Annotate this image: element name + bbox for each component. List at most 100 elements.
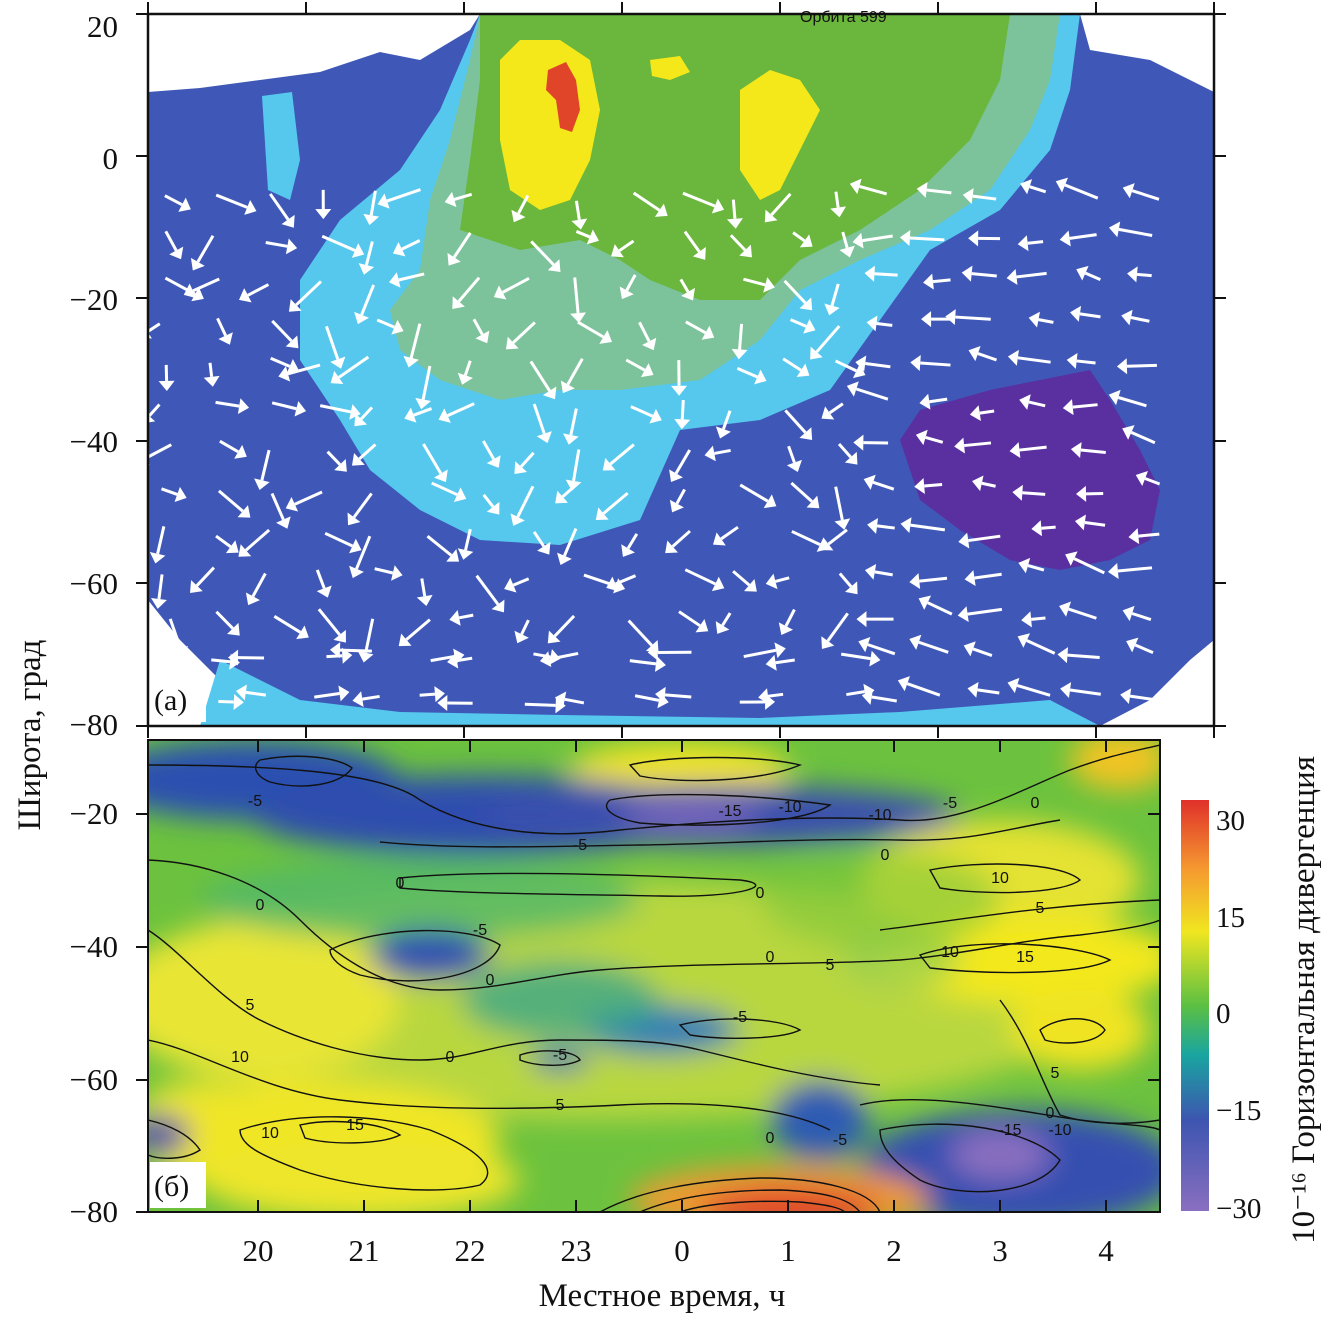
wind-vector-head — [774, 642, 786, 659]
region-yellow-spot — [650, 56, 690, 80]
wind-vector — [738, 323, 744, 350]
wind-vector — [782, 357, 802, 372]
wind-vector — [457, 276, 481, 303]
wind-vector — [421, 365, 432, 400]
wind-vector-head — [398, 633, 412, 647]
wind-vector-head — [681, 287, 695, 301]
wind-vector — [791, 530, 821, 546]
wind-vector-head — [918, 595, 932, 610]
wind-vector-head — [539, 651, 552, 667]
wind-vector — [270, 492, 285, 521]
wind-vector-head — [172, 645, 189, 658]
wind-vector-head — [954, 437, 965, 454]
wind-vector — [260, 449, 271, 481]
wind-vector — [431, 481, 458, 497]
wind-vector — [530, 240, 555, 266]
wind-vector — [532, 531, 545, 548]
wind-vector — [265, 241, 288, 248]
wind-vector-head — [654, 203, 668, 217]
wind-vector-head — [963, 641, 976, 657]
wind-vector — [714, 448, 731, 455]
wind-vector-head — [183, 283, 197, 299]
wind-vector-head — [514, 630, 529, 644]
wind-vector-head — [510, 513, 525, 526]
wind-vector-head — [437, 694, 448, 711]
wind-vector-head — [863, 474, 876, 490]
wind-vector — [1072, 403, 1098, 409]
wind-vector-head — [1121, 309, 1133, 326]
wind-vector-head — [1055, 177, 1069, 193]
wind-vector-head — [296, 625, 309, 640]
wind-vector-head — [354, 311, 370, 325]
wind-vector — [1068, 607, 1097, 620]
wind-vector — [215, 400, 240, 408]
wind-vector-head — [493, 285, 507, 300]
wind-vector-head — [619, 286, 634, 300]
wind-vector — [743, 277, 766, 287]
wind-vector — [569, 408, 578, 436]
wind-vector — [783, 279, 807, 304]
wind-vector — [1019, 445, 1047, 452]
contour-label: 0 — [1046, 1105, 1055, 1122]
wind-vector — [386, 188, 421, 203]
wind-vector-head — [347, 512, 361, 526]
wind-vector-head — [547, 259, 561, 272]
wind-vector-head — [595, 507, 609, 520]
wind-vector — [775, 576, 790, 583]
wind-vector — [1038, 318, 1054, 324]
wind-vector — [1016, 684, 1051, 697]
wind-vector-head — [285, 238, 298, 255]
panel-a-map — [148, 14, 1214, 726]
wind-vector-head — [754, 369, 767, 385]
region-purple — [900, 370, 1160, 570]
wind-vector — [675, 488, 686, 505]
wind-vector — [549, 651, 579, 661]
wind-vector-head — [972, 475, 984, 492]
wind-vector — [575, 230, 591, 239]
wind-vector-head — [586, 229, 600, 245]
wind-vector — [315, 569, 326, 589]
wind-vector-head — [330, 370, 344, 385]
wind-vector-head — [278, 366, 291, 382]
contour-labels: -5 -15 -10 -10 -5 0 -5 0 0 0 10 5 -5 0 10 15 5 0 5 -5 10 0 -5 5… — [231, 793, 1072, 1149]
wind-vector-head — [547, 630, 561, 644]
wind-vector-head — [855, 355, 867, 372]
wind-vector-head — [233, 694, 244, 711]
contour-label: -15 — [998, 1122, 1021, 1139]
cb-tick-m15: −15 — [1216, 1095, 1261, 1127]
wind-vector — [196, 234, 215, 263]
wind-vector-head — [537, 541, 551, 555]
wind-vector-head — [1007, 349, 1019, 366]
wind-vector — [317, 608, 341, 636]
wind-vector-head — [786, 459, 802, 472]
wind-vector-head — [191, 287, 204, 302]
ytick-b-m60: −60 — [70, 1062, 118, 1097]
wind-vector-head — [711, 198, 725, 214]
xtick-label: 22 — [455, 1233, 486, 1268]
wind-vector-head — [416, 594, 433, 607]
wind-vector — [319, 404, 352, 414]
wind-vector-head — [349, 404, 361, 420]
wind-vector — [1016, 271, 1047, 279]
wind-vector — [671, 529, 691, 548]
wind-vector — [955, 315, 991, 321]
wind-vector-head — [701, 325, 715, 340]
wind-vector-head — [864, 563, 877, 580]
wind-vector-head — [354, 413, 368, 427]
wind-vector-head — [438, 408, 451, 423]
wind-vector-head — [218, 332, 233, 345]
wind-vector-head — [486, 501, 500, 515]
wind-vector — [464, 528, 472, 551]
wind-vector — [148, 403, 161, 417]
wind-vector-head — [852, 363, 866, 379]
wind-vector — [215, 610, 234, 630]
ytick-a-0: 0 — [103, 141, 119, 176]
wind-vector — [517, 194, 530, 215]
wind-vector-head — [1020, 179, 1033, 195]
wind-vector-head — [203, 375, 220, 387]
wind-vector-head — [968, 346, 981, 362]
wind-vector — [420, 578, 427, 597]
wind-vector — [561, 484, 577, 498]
wind-vector-head — [964, 570, 976, 586]
wind-vector-head — [352, 691, 364, 708]
